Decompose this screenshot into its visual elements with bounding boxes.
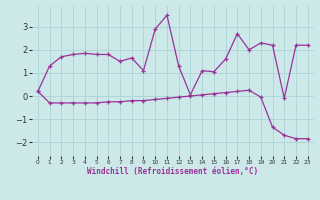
X-axis label: Windchill (Refroidissement éolien,°C): Windchill (Refroidissement éolien,°C) xyxy=(87,167,258,176)
